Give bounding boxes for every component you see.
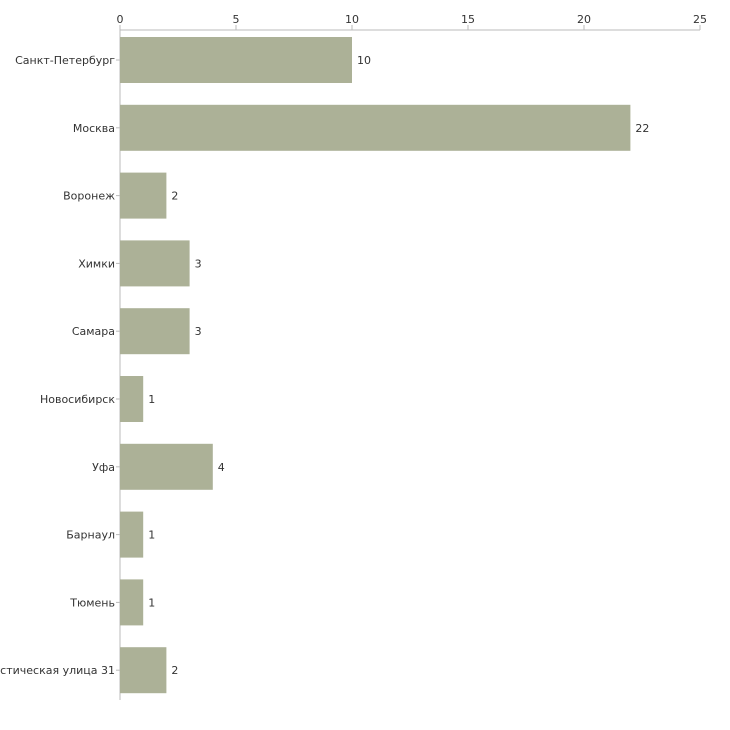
value-label: 2: [171, 664, 178, 677]
bar: [120, 37, 352, 83]
x-tick-label: 15: [461, 13, 475, 26]
value-label: 2: [171, 190, 178, 203]
x-tick-label: 20: [577, 13, 591, 26]
category-label: Барнаул: [66, 529, 115, 542]
value-label: 1: [148, 596, 155, 609]
bar: [120, 240, 190, 287]
bar: [120, 104, 631, 151]
category-label: Санкт-Петербург: [15, 54, 115, 67]
value-label: 1: [148, 529, 155, 542]
value-label: 4: [218, 461, 225, 474]
category-label: Москва: [73, 122, 115, 135]
value-label: 3: [195, 257, 202, 270]
bar: [120, 511, 144, 558]
category-label: Самара: [72, 325, 115, 338]
bar: [120, 647, 167, 694]
bar: [120, 443, 213, 490]
category-label: Тюмень: [69, 596, 115, 609]
y-axis: Санкт-Петербург Москва Воронеж Химки Самара Н…: [0, 30, 121, 700]
category-label: Воронеж: [63, 190, 115, 203]
bar: [120, 579, 144, 626]
x-tick-label: 0: [117, 13, 124, 26]
bar: [120, 376, 144, 422]
value-label: 22: [635, 122, 649, 135]
x-tick-label: 10: [345, 13, 359, 26]
bar: [120, 172, 167, 219]
category-label: Уфа: [92, 461, 115, 474]
value-label: 1: [148, 393, 155, 406]
category-label: Химки: [78, 257, 115, 270]
x-tick-label: 5: [233, 13, 240, 26]
category-label: Новосибирск: [40, 393, 115, 406]
x-axis: 0 5 10 15 20 25: [117, 13, 707, 31]
value-label: 10: [357, 54, 371, 67]
value-label: 3: [195, 325, 202, 338]
x-tick-label: 25: [693, 13, 707, 26]
bar: [120, 308, 190, 355]
category-label: истическая улица 31: [0, 664, 115, 677]
